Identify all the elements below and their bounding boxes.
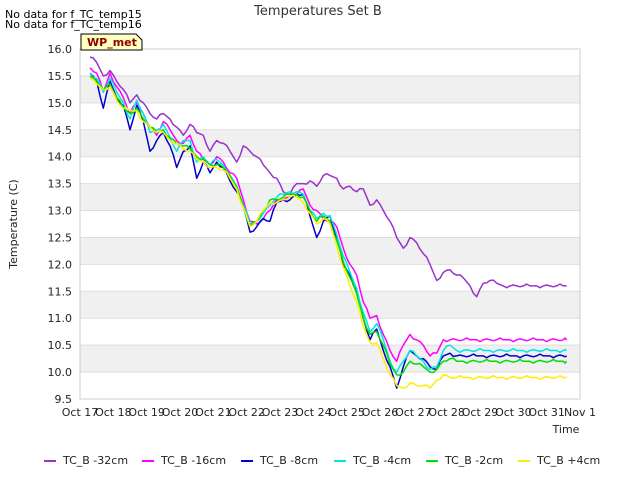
x-tick-label: Oct 31 xyxy=(528,406,565,419)
legend-label: TC_B -4cm xyxy=(352,454,411,467)
grid-band xyxy=(80,183,580,211)
x-tick-label: Oct 27 xyxy=(395,406,432,419)
y-tick-label: 11.0 xyxy=(48,312,73,325)
x-tick-label: Oct 17 xyxy=(62,406,99,419)
chart-title: Temperatures Set B xyxy=(253,4,382,19)
series-lines xyxy=(89,56,568,389)
y-tick-label: 14.0 xyxy=(48,151,73,164)
x-tick-label: Oct 23 xyxy=(262,406,299,419)
x-tick-label: Oct 25 xyxy=(328,406,365,419)
y-tick-label: 13.5 xyxy=(48,178,73,191)
x-tick-label: Oct 28 xyxy=(428,406,465,419)
no-data-note-1: No data for f_TC_temp15 xyxy=(5,8,142,21)
no-data-note-2: No data for f_TC_temp16 xyxy=(5,18,142,31)
legend-label: TC_B -16cm xyxy=(160,454,226,467)
x-tick-label: Oct 20 xyxy=(162,406,199,419)
legend-label: TC_B -32cm xyxy=(62,454,128,467)
y-tick-label: 14.5 xyxy=(48,124,73,137)
x-tick-label: Oct 24 xyxy=(295,406,332,419)
y-tick-label: 10.5 xyxy=(48,339,73,352)
y-tick-label: 10.0 xyxy=(48,366,73,379)
grid-band xyxy=(80,237,580,265)
legend: TC_B -32cm TC_B -16cm TC_B -8cm TC_B -4cm TC… xyxy=(44,454,600,467)
y-tick-label: 12.0 xyxy=(48,258,73,271)
y-axis-label: Temperature (C) xyxy=(7,179,20,269)
y-tick-label: 13.0 xyxy=(48,205,73,218)
badge-label: WP_met xyxy=(87,36,137,49)
y-tick-labels: 9.5 10.0 10.5 11.0 11.5 12.0 12.5 13.0 13.5 14.0 1… xyxy=(48,43,73,406)
y-tick-label: 9.5 xyxy=(55,393,73,406)
grid-band xyxy=(80,291,580,319)
x-tick-label: Oct 22 xyxy=(228,406,265,419)
grid-band xyxy=(80,345,580,373)
series-line-5 xyxy=(89,75,568,376)
x-tick-label: Nov 1 xyxy=(564,406,596,419)
x-tick-label: Oct 18 xyxy=(95,406,132,419)
badge: WP_met xyxy=(80,33,143,51)
y-tick-label: 15.5 xyxy=(48,70,73,83)
y-tick-label: 16.0 xyxy=(48,43,73,56)
legend-label: TC_B -8cm xyxy=(259,454,318,467)
grid-band xyxy=(80,75,580,103)
series-line-6 xyxy=(89,77,567,389)
plot-frame xyxy=(79,48,581,400)
series-line-1 xyxy=(89,56,567,298)
x-tick-label: Oct 19 xyxy=(128,406,165,419)
x-tick-label: Oct 30 xyxy=(495,406,532,419)
badge-box xyxy=(80,33,143,51)
x-tick-label: Oct 26 xyxy=(362,406,399,419)
x-tick-label: Oct 21 xyxy=(195,406,232,419)
legend-label: TC_B -2cm xyxy=(444,454,503,467)
legend-label: TC_B +4cm xyxy=(536,454,600,467)
x-axis-label: Time xyxy=(552,423,580,436)
x-tick-label: Oct 29 xyxy=(462,406,499,419)
y-tick-label: 12.5 xyxy=(48,231,73,244)
plot-background-bands xyxy=(80,48,580,400)
y-tick-label: 11.5 xyxy=(48,285,73,298)
y-tick-label: 15.0 xyxy=(48,97,73,110)
